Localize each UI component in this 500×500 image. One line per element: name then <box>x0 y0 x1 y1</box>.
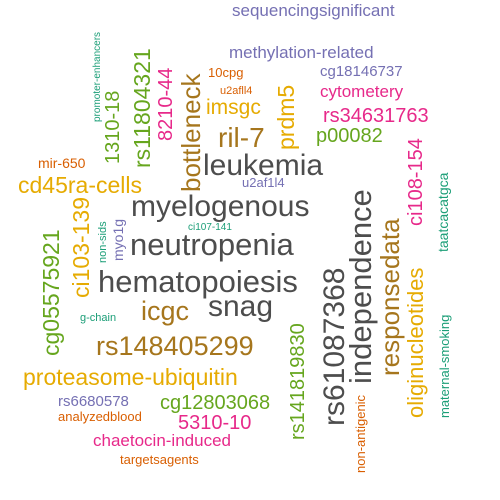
word-mir-650: mir-650 <box>38 155 86 171</box>
word-sequencingsignificant: sequencingsignificant <box>232 1 395 20</box>
word-u2af1l4: u2af1l4 <box>242 175 285 190</box>
word-maternal-smoking: maternal-smoking <box>437 314 452 418</box>
word-hematopoiesis: hematopoiesis <box>98 264 298 299</box>
word-responsedata: responsedata <box>375 218 405 376</box>
word-prdm5: prdm5 <box>273 84 299 150</box>
word-bottleneck: bottleneck <box>176 73 206 192</box>
word-cd45ra-cells: cd45ra-cells <box>18 172 142 198</box>
word-10cpg: 10cpg <box>208 65 244 80</box>
word-oliginucleotides: oliginucleotides <box>403 267 428 418</box>
word-cg12803068: cg12803068 <box>160 392 271 414</box>
word-taatcacatgca: taatcacatgca <box>435 172 451 252</box>
word-proteasome-ubiquitin: proteasome-ubiquitin <box>23 364 238 390</box>
word-methylation-related: methylation-related <box>229 43 374 62</box>
word-1310-18: 1310-18 <box>102 90 124 164</box>
word-independence: independence <box>343 189 378 384</box>
word-ci103-139: ci103-139 <box>68 196 94 298</box>
word-p00082: p00082 <box>316 125 383 147</box>
word-u2afll4: u2afll4 <box>220 85 253 97</box>
word-5310-10: 5310-10 <box>178 412 252 434</box>
word-cytometery: cytometery <box>320 82 404 101</box>
word-cg18146737: cg18146737 <box>320 63 403 80</box>
word-chaetocin-induced: chaetocin-induced <box>93 431 231 450</box>
word-rs148405299: rs148405299 <box>96 331 254 361</box>
word-neutropenia: neutropenia <box>130 227 294 262</box>
word-analyzedblood: analyzedblood <box>58 409 142 424</box>
word-g-chain: g-chain <box>80 312 117 324</box>
word-non-antigenic: non-antigenic <box>353 394 368 473</box>
word-8210-44: 8210-44 <box>155 67 177 141</box>
word-ci108-154: ci108-154 <box>405 138 427 226</box>
word-snag: snag <box>208 290 274 323</box>
word-ci107-141: ci107-141 <box>188 222 232 233</box>
word-targetsagents: targetsagents <box>120 452 199 467</box>
word-imsgc: imsgc <box>206 96 261 119</box>
word-rs11804321: rs11804321 <box>129 48 155 168</box>
word-ril-7: ril-7 <box>218 122 265 153</box>
word-myo1g: myo1g <box>110 218 126 261</box>
word-rs34631763: rs34631763 <box>323 105 429 127</box>
word-rs141819830: rs141819830 <box>287 323 309 440</box>
word-cg05575921: cg05575921 <box>38 229 64 356</box>
word-non-sids: non-sids <box>97 221 109 263</box>
word-myelogenous: myelogenous <box>131 190 310 223</box>
word-leukemia: leukemia <box>203 149 324 182</box>
word-rs6680578: rs6680578 <box>58 393 129 410</box>
word-icgc: icgc <box>141 296 190 326</box>
